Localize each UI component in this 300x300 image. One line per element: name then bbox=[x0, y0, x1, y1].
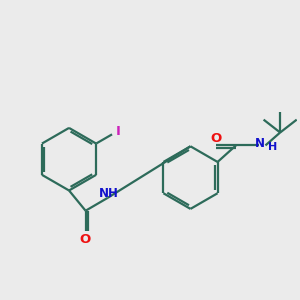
Text: O: O bbox=[79, 232, 91, 246]
Text: NH: NH bbox=[99, 187, 119, 200]
Text: H: H bbox=[268, 142, 278, 152]
Text: I: I bbox=[116, 125, 121, 138]
Text: N: N bbox=[255, 137, 265, 150]
Text: O: O bbox=[210, 132, 221, 145]
